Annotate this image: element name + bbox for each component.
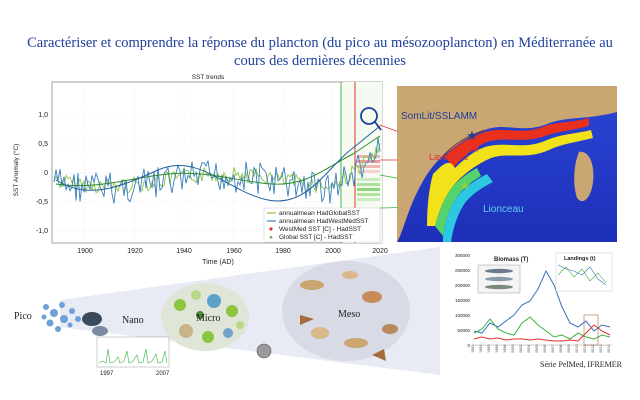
land-france	[397, 86, 617, 242]
svg-text:2014: 2014	[607, 345, 611, 353]
svg-text:✦: ✦	[268, 235, 273, 242]
sst-chart-title: SST trends	[192, 74, 225, 81]
shelf-cyan	[443, 174, 493, 242]
svg-text:1995: 1995	[487, 345, 491, 353]
legend-westmed-marker: WestMed SST [C] - HadSST	[279, 226, 361, 233]
series-westmed-sst	[53, 137, 381, 204]
svg-text:2011: 2011	[583, 345, 587, 353]
svg-text:2012: 2012	[591, 345, 595, 353]
fish-ytick: 0	[467, 343, 470, 348]
map-label-laveimed: LaveiMed	[429, 152, 468, 162]
fish-ytick: 300000	[455, 253, 471, 258]
sst-xtick: 1940	[176, 248, 192, 255]
highlight-box	[583, 314, 599, 346]
sst-ytick: 0	[44, 170, 48, 177]
fisheries-chart: 300000 250000 200000 150000 100000 50000…	[450, 247, 630, 367]
sst-xtick: 1900	[77, 248, 93, 255]
sst-y-ticks: 1,0 0,5 0 -0,5 -1,0	[36, 112, 48, 235]
sst-xtick: 2000	[325, 248, 341, 255]
svg-text:1998: 1998	[503, 345, 507, 353]
svg-text:2010: 2010	[575, 345, 579, 353]
trend-westmed-smooth	[55, 125, 381, 202]
fish-legend-box	[477, 264, 521, 294]
land-corsica	[574, 151, 594, 202]
nano-inset: 1997 2007	[96, 336, 170, 377]
svg-text:1993: 1993	[471, 345, 475, 353]
coast-rhone	[440, 129, 486, 159]
svg-text:2008: 2008	[559, 345, 563, 353]
page-title: Caractériser et comprendre la réponse du…	[27, 35, 613, 69]
landings-title: Landings (t)	[564, 256, 596, 262]
sst-y-label: SST Anomaly (°C)	[12, 144, 20, 197]
fisheries-y-ticks: 300000 250000 200000 150000 100000 50000…	[455, 253, 471, 348]
micro-cells	[174, 290, 244, 343]
svg-text:2000: 2000	[511, 345, 515, 353]
pico-cells	[41, 302, 81, 332]
sst-x-ticks: 1900 1920 1940 1960 1980 2000 2020	[77, 248, 388, 255]
sst-xtick: 1920	[127, 248, 143, 255]
micro-photo	[256, 343, 272, 359]
svg-text:2002: 2002	[519, 345, 523, 353]
credit-text: Série PelMed, IFREMER	[540, 360, 623, 369]
map-label-lionceau: Lionceau	[483, 204, 524, 215]
biomass-title: Biomass (T)	[494, 257, 528, 263]
svg-text:2009: 2009	[567, 345, 571, 353]
legend-westmed: annualmean HadWestMedSST	[279, 218, 369, 225]
sst-xtick: 1980	[275, 248, 291, 255]
inset-year-2007: 2007	[156, 371, 170, 377]
svg-text:1996: 1996	[495, 345, 499, 353]
zoom-circle-icon	[360, 107, 378, 125]
plankton-section: Pico Nano 1997 2007 Micro Meso 300000 25…	[14, 247, 630, 377]
station-somlit-star-icon: ★	[466, 128, 478, 143]
anomaly-bars-green	[357, 178, 380, 201]
label-pico: Pico	[14, 311, 32, 322]
svg-text:2007: 2007	[551, 345, 555, 353]
sst-xtick: 2020	[372, 248, 388, 255]
fish-ytick: 150000	[455, 298, 471, 303]
sst-x-label: Time (AD)	[202, 259, 234, 266]
svg-text:2005: 2005	[535, 345, 539, 353]
shelf-red	[445, 118, 589, 168]
sst-trends-chart: SST trends 1,0 0,5 0 -0,5 -1,0 1900 1920…	[12, 74, 388, 266]
inset-year-1997: 1997	[100, 371, 114, 377]
meso-organisms	[300, 271, 398, 361]
svg-text:1994: 1994	[479, 345, 483, 353]
legend-global: annualmean HadGlobalSST	[279, 210, 360, 217]
station-laveimed-star-icon: ★	[470, 143, 480, 155]
shelf-yellow	[427, 130, 593, 226]
pico-diatom	[82, 312, 108, 336]
fisheries-x-ticks: 1993 1994 1995 1996 1998 2000 2002 2004 2005…	[471, 345, 611, 353]
sst-ytick: -1,0	[36, 228, 48, 235]
label-nano: Nano	[122, 315, 144, 326]
label-micro: Micro	[196, 313, 220, 324]
sst-ytick: 1,0	[38, 112, 48, 119]
mediterranean-map: ★ ★ ★ SomLit/SSLAMM LaveiMed Lionceau	[397, 86, 617, 242]
label-meso: Meso	[338, 309, 360, 320]
fish-ytick: 250000	[455, 268, 471, 273]
series-biomass-red	[473, 324, 611, 342]
landings-inset: Landings (t)	[555, 252, 613, 292]
fish-ytick: 50000	[457, 328, 470, 333]
svg-text:2004: 2004	[527, 345, 531, 353]
series-biomass-blue	[473, 269, 611, 334]
trend-global-smooth	[55, 135, 381, 187]
sst-ytick: -0,5	[36, 199, 48, 206]
sst-ytick: 0,5	[38, 141, 48, 148]
fish-ytick: 200000	[455, 283, 471, 288]
station-lionceau-star-icon: ★	[459, 178, 471, 193]
sst-legend: annualmean HadGlobalSST annualmean HadWe…	[263, 207, 381, 243]
sst-xtick: 1960	[226, 248, 242, 255]
legend-global-marker: Global SST [C] - HadSST	[279, 234, 353, 241]
map-label-somlit: SomLit/SSLAMM	[401, 111, 477, 122]
shelf-green	[435, 168, 481, 236]
fish-ytick: 100000	[455, 313, 471, 318]
series-biomass-green	[473, 316, 611, 340]
svg-text:2013: 2013	[599, 345, 603, 353]
svg-text:2006: 2006	[543, 345, 547, 353]
